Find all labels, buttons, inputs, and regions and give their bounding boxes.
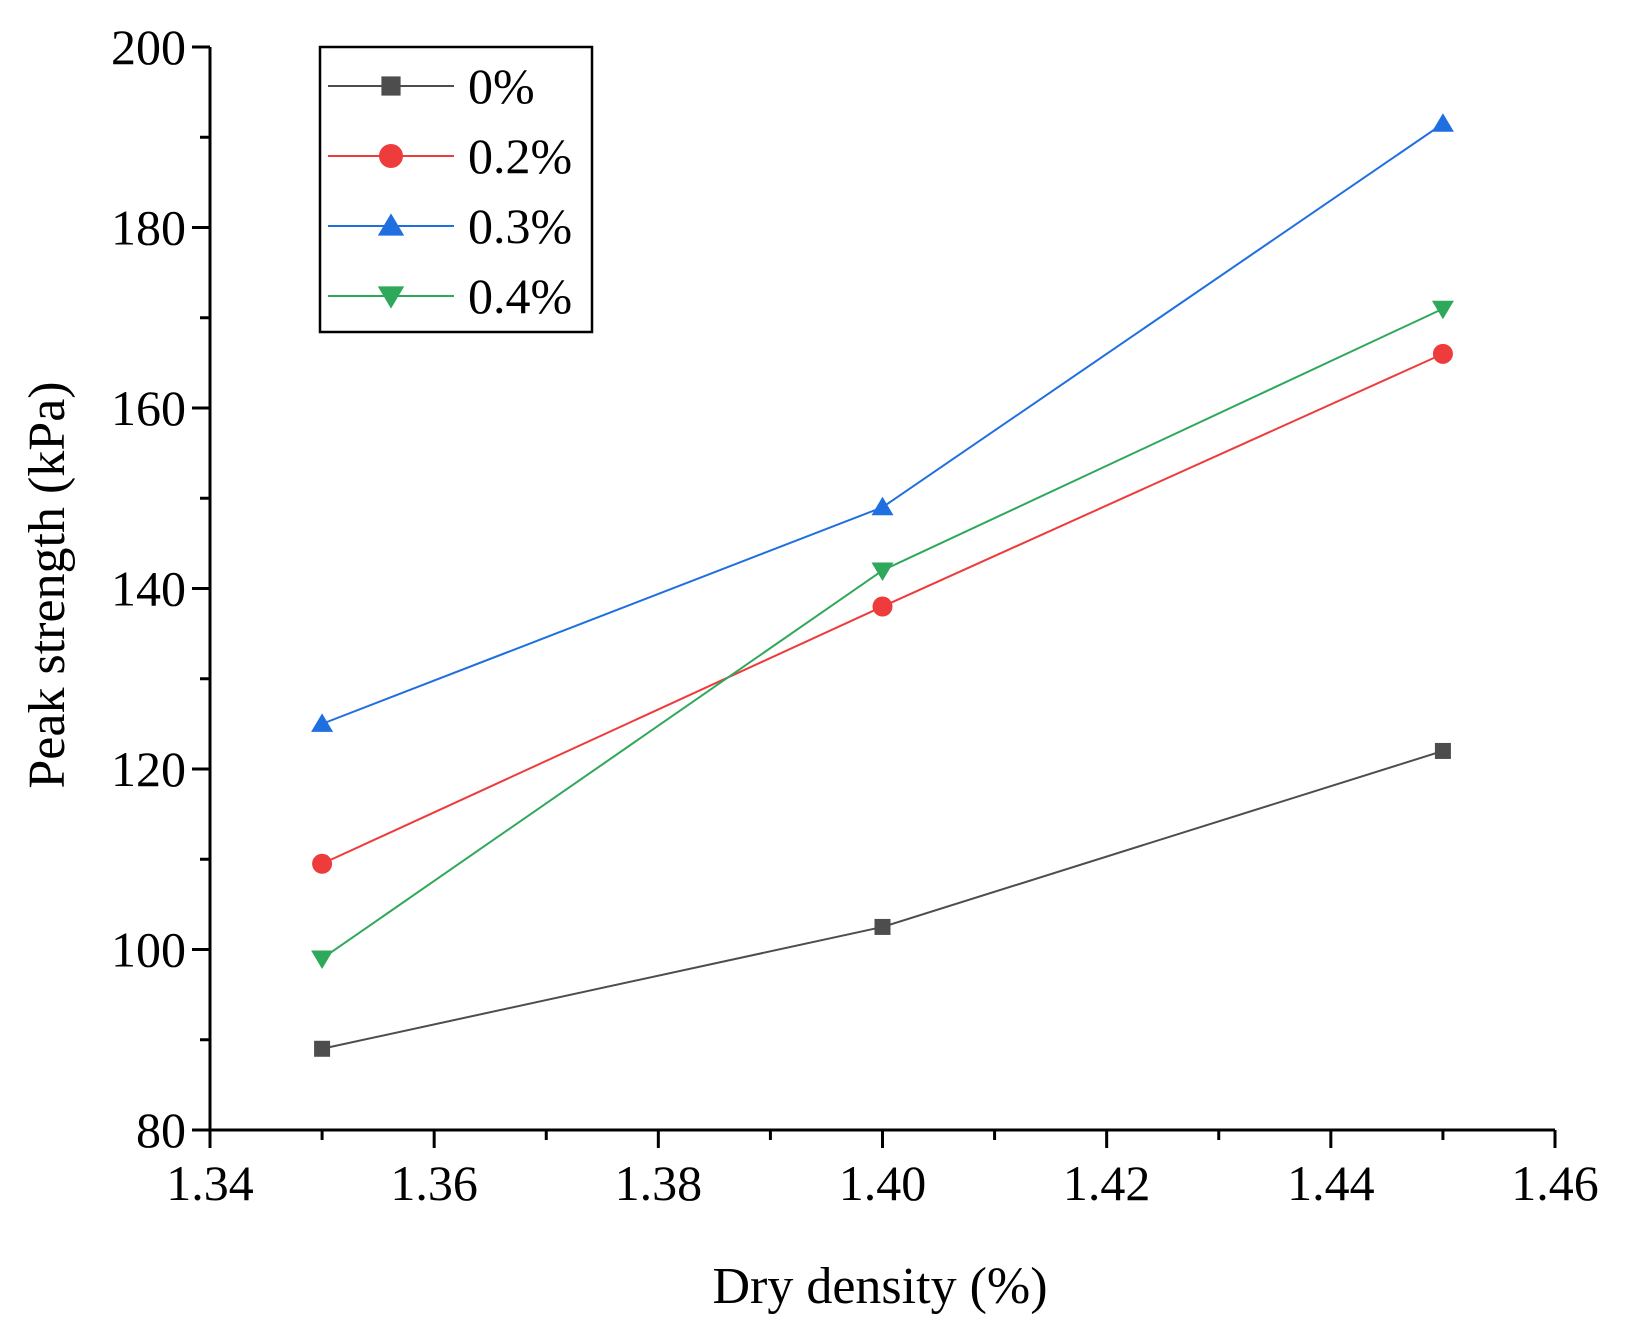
series-0pct bbox=[314, 742, 1451, 1057]
data-point-0pct bbox=[1434, 742, 1451, 759]
y-tick-label: 80 bbox=[136, 1102, 186, 1158]
legend-marker-0-3pct bbox=[377, 213, 405, 236]
x-axis-title: Dry density (%) bbox=[712, 1258, 1047, 1315]
legend-label-0-4pct: 0.4% bbox=[468, 268, 572, 324]
legend-marker-0-2pct bbox=[379, 144, 403, 168]
series-0-4pct bbox=[311, 300, 1454, 970]
x-tick-label: 1.42 bbox=[1063, 1155, 1151, 1211]
data-point-0-3pct bbox=[871, 496, 894, 516]
x-tick-label: 1.36 bbox=[390, 1155, 478, 1211]
y-tick-label: 100 bbox=[111, 922, 186, 978]
series-0-3pct bbox=[311, 113, 1454, 732]
legend-marker-0-4pct bbox=[377, 286, 405, 309]
x-tick-label: 1.40 bbox=[839, 1155, 927, 1211]
legend-label-0-3pct: 0.3% bbox=[468, 198, 572, 254]
data-point-0-2pct bbox=[872, 596, 893, 617]
legend-marker-0pct bbox=[381, 76, 401, 96]
y-axis: 80 100 120 140 160 180 200 bbox=[111, 19, 210, 1158]
data-point-0-4pct bbox=[1431, 300, 1454, 320]
data-point-0-4pct bbox=[871, 562, 894, 581]
y-tick-label: 120 bbox=[111, 741, 186, 797]
legend-box bbox=[318, 45, 594, 334]
legend: 0% 0.2% 0.3% 0.4% bbox=[318, 45, 594, 334]
y-tick-label: 140 bbox=[111, 561, 186, 617]
data-point-0pct bbox=[874, 918, 891, 935]
y-tick-label: 160 bbox=[111, 380, 186, 436]
data-point-0-3pct bbox=[311, 713, 334, 732]
y-tick-label: 200 bbox=[111, 19, 186, 75]
data-point-0-3pct bbox=[1431, 113, 1454, 132]
x-axis: 1.34 1.36 1.38 1.40 1.42 1.44 1.46 bbox=[166, 1130, 1599, 1211]
y-tick-label: 180 bbox=[111, 200, 186, 256]
legend-label-0-2pct: 0.2% bbox=[468, 128, 572, 184]
series-0-2pct bbox=[312, 343, 1453, 874]
data-point-0-4pct bbox=[311, 950, 334, 970]
x-tick-label: 1.46 bbox=[1511, 1155, 1599, 1211]
x-tick-label: 1.34 bbox=[166, 1155, 254, 1211]
series-layer bbox=[311, 113, 1454, 1057]
y-axis-title: Peak strength (kPa) bbox=[19, 381, 76, 788]
x-tick-label: 1.44 bbox=[1287, 1155, 1375, 1211]
legend-label-0pct: 0% bbox=[468, 58, 535, 114]
x-tick-label: 1.38 bbox=[615, 1155, 703, 1211]
series-line-0pct bbox=[321, 749, 1444, 1050]
data-point-0pct bbox=[314, 1040, 331, 1057]
data-point-0-2pct bbox=[1432, 343, 1453, 364]
series-line-0-4pct bbox=[321, 307, 1444, 960]
data-point-0-2pct bbox=[312, 853, 333, 874]
